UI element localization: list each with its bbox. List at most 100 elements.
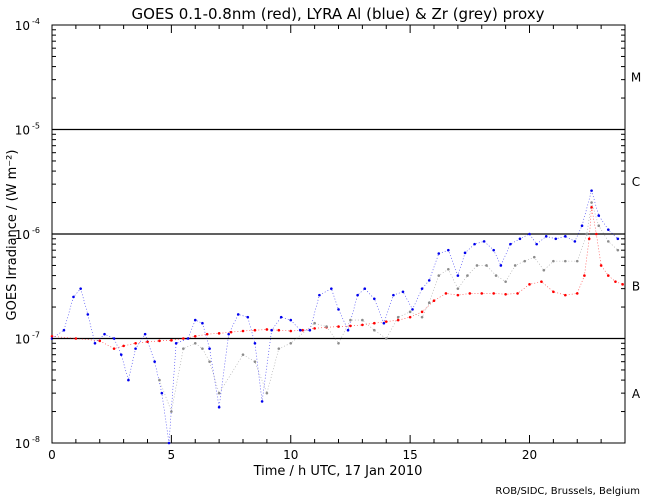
y-tick-exponent: -5 (32, 122, 40, 131)
y-tick-label: 10 (15, 124, 30, 138)
flare-class-label: M (631, 71, 641, 85)
data-point-lyra-al-proxy (420, 287, 424, 290)
data-point-lyra-zr-proxy (208, 360, 211, 363)
data-point-goes-0-1-0-8nm (349, 324, 352, 328)
data-point-lyra-al-proxy (346, 328, 350, 332)
data-point-lyra-al-proxy (153, 360, 156, 363)
data-point-goes-0-1-0-8nm (361, 323, 364, 327)
data-point-lyra-al-proxy (499, 264, 503, 267)
data-point-goes-0-1-0-8nm (575, 292, 579, 295)
data-point-goes-0-1-0-8nm (373, 321, 376, 325)
data-point-goes-0-1-0-8nm (456, 293, 460, 297)
data-point-goes-0-1-0-8nm (606, 274, 610, 277)
y-axis-label: GOES Irradiance / (W m⁻²) (5, 150, 20, 321)
data-point-lyra-al-proxy (160, 391, 164, 395)
data-point-lyra-zr-proxy (313, 321, 316, 325)
data-point-lyra-al-proxy (382, 321, 386, 325)
flare-class-label: B (632, 280, 640, 294)
credit-text: ROB/SIDC, Brussels, Belgium (495, 486, 640, 497)
data-point-lyra-al-proxy (246, 315, 250, 319)
data-point-lyra-al-proxy (143, 332, 147, 336)
data-point-lyra-al-proxy (401, 290, 405, 294)
data-point-lyra-al-proxy (253, 341, 257, 345)
data-point-goes-0-1-0-8nm (313, 327, 316, 330)
data-point-lyra-zr-proxy (253, 360, 257, 363)
y-tick-exponent: -6 (32, 226, 40, 235)
data-point-goes-0-1-0-8nm (408, 315, 412, 319)
data-point-lyra-zr-proxy (494, 274, 498, 277)
data-point-goes-0-1-0-8nm (337, 325, 340, 328)
data-point-lyra-al-proxy (134, 347, 137, 350)
data-point-lyra-al-proxy (86, 313, 90, 316)
data-point-lyra-al-proxy (208, 347, 211, 350)
data-point-goes-0-1-0-8nm (158, 339, 161, 343)
data-point-lyra-zr-proxy (289, 341, 293, 345)
data-point-lyra-al-proxy (616, 237, 620, 241)
data-point-lyra-al-proxy (289, 318, 293, 322)
data-point-lyra-zr-proxy (485, 264, 488, 267)
data-point-lyra-zr-proxy (532, 255, 536, 259)
data-point-lyra-al-proxy (597, 214, 601, 217)
y-tick-label: 10 (15, 19, 30, 33)
data-point-goes-0-1-0-8nm (590, 206, 593, 209)
series-lyra-zr-grey (158, 201, 620, 413)
data-point-goes-0-1-0-8nm (595, 232, 598, 236)
data-point-goes-0-1-0-8nm (444, 292, 448, 295)
data-point-goes-0-1-0-8nm (528, 283, 531, 286)
data-point-goes-0-1-0-8nm (146, 340, 149, 344)
data-point-lyra-zr-proxy (325, 325, 328, 328)
data-point-lyra-zr-proxy (504, 280, 507, 283)
data-point-lyra-al-proxy (260, 400, 264, 403)
x-tick-label: 10 (283, 448, 298, 462)
data-point-lyra-al-proxy (456, 274, 460, 277)
data-point-goes-0-1-0-8nm (112, 347, 116, 350)
data-point-lyra-al-proxy (103, 332, 106, 336)
x-axis-label: Time / h UTC, 17 Jan 2010 (253, 464, 423, 479)
data-point-lyra-zr-proxy (523, 259, 527, 263)
data-point-goes-0-1-0-8nm (564, 293, 567, 297)
data-point-lyra-al-proxy (554, 237, 558, 241)
data-point-lyra-zr-proxy (277, 347, 281, 350)
data-point-lyra-zr-proxy (349, 318, 352, 322)
data-point-goes-0-1-0-8nm (583, 274, 586, 277)
data-point-lyra-zr-proxy (437, 274, 441, 277)
data-point-lyra-zr-proxy (158, 378, 161, 382)
y-tick-label: 10 (15, 333, 30, 347)
x-tick-label: 20 (522, 448, 537, 462)
series-trace-lyra-al-proxy (51, 189, 619, 444)
data-point-lyra-zr-proxy (564, 259, 567, 263)
data-point-lyra-al-proxy (72, 295, 75, 299)
data-point-lyra-zr-proxy (466, 274, 469, 277)
data-point-goes-0-1-0-8nm (540, 280, 543, 283)
data-point-lyra-al-proxy (509, 242, 512, 246)
data-point-lyra-al-proxy (186, 337, 190, 340)
data-point-goes-0-1-0-8nm (396, 318, 400, 322)
data-point-lyra-zr-proxy (427, 301, 431, 305)
data-point-lyra-zr-proxy (217, 391, 221, 395)
data-point-goes-0-1-0-8nm (193, 334, 197, 338)
data-point-lyra-zr-proxy (373, 328, 376, 332)
data-point-goes-0-1-0-8nm (74, 337, 78, 340)
data-point-lyra-al-proxy (174, 341, 178, 345)
data-point-lyra-al-proxy (93, 341, 97, 345)
data-point-lyra-al-proxy (217, 405, 221, 409)
data-point-lyra-al-proxy (573, 240, 577, 243)
flare-class-label: A (632, 387, 641, 401)
data-point-lyra-al-proxy (482, 240, 486, 243)
data-point-lyra-al-proxy (193, 318, 197, 322)
data-point-lyra-zr-proxy (542, 268, 546, 272)
data-point-lyra-al-proxy (427, 279, 431, 282)
x-tick-label: 15 (402, 448, 417, 462)
data-point-lyra-zr-proxy (201, 347, 204, 350)
data-point-goes-0-1-0-8nm (277, 328, 281, 332)
series-lyra-al-blue (50, 189, 620, 445)
data-point-lyra-zr-proxy (337, 341, 340, 345)
chart-title: GOES 0.1-0.8nm (red), LYRA Al (blue) & Z… (132, 5, 545, 23)
data-point-lyra-zr-proxy (384, 337, 388, 340)
data-point-lyra-al-proxy (437, 252, 441, 255)
data-point-goes-0-1-0-8nm (289, 329, 293, 333)
data-point-goes-0-1-0-8nm (301, 328, 304, 332)
x-axis-ticks: 0 5 10 15 20 (48, 25, 626, 462)
y-tick-label: 10 (15, 437, 30, 451)
